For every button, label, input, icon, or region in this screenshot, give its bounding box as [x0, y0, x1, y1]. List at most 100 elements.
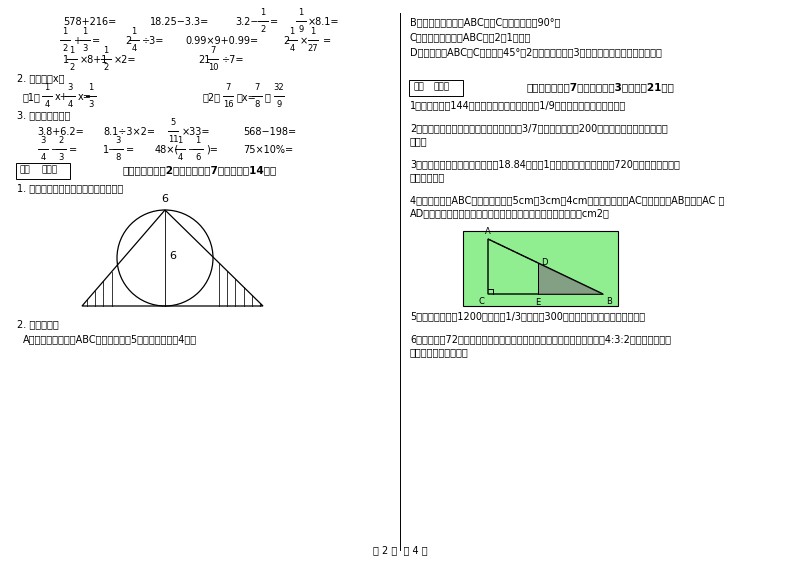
Text: 2: 2 — [260, 25, 266, 34]
Text: 6: 6 — [162, 194, 169, 204]
Text: 1: 1 — [103, 46, 109, 55]
Text: 2. 依次解答。: 2. 依次解答。 — [17, 319, 58, 329]
Text: 2: 2 — [283, 36, 290, 46]
Text: D、在三角形ABC的C点南偏东45°方2厘米处画一个直3厘米的圆（长度为实际长度）。: D、在三角形ABC的C点南偏东45°方2厘米处画一个直3厘米的圆（长度为实际长度… — [410, 47, 662, 57]
Text: 7: 7 — [226, 83, 230, 92]
Text: 7: 7 — [254, 83, 260, 92]
Text: C、将下面的三角形ABC，扠2：1放大。: C、将下面的三角形ABC，扠2：1放大。 — [410, 32, 531, 42]
Text: 3: 3 — [115, 136, 121, 145]
FancyBboxPatch shape — [16, 163, 70, 179]
Text: 3: 3 — [58, 153, 64, 162]
Text: 1: 1 — [260, 8, 266, 17]
Text: 8: 8 — [115, 153, 121, 162]
Text: 3. 直接写出得数。: 3. 直接写出得数。 — [17, 110, 70, 120]
Text: 5、仓库里有大簱1200袋，运走1/3，又运来300袋，运来的是运走的几分之几？: 5、仓库里有大簱1200袋，运走1/3，又运来300袋，运来的是运走的几分之几？ — [410, 311, 645, 321]
Text: 3: 3 — [40, 136, 46, 145]
Text: 得分: 得分 — [20, 166, 30, 175]
Text: 2: 2 — [103, 63, 109, 72]
Text: 3: 3 — [82, 44, 88, 53]
Text: 2、一辆汽车从甲地开往乙地，行了全程的3/7后，离乙地还有200千米。甲、乙两地相距多少: 2、一辆汽车从甲地开往乙地，行了全程的3/7后，离乙地还有200千米。甲、乙两地… — [410, 123, 668, 133]
Text: 1: 1 — [290, 27, 294, 36]
Text: B、将下面的三角形ABC，绕C点逆时针旋转90°。: B、将下面的三角形ABC，绕C点逆时针旋转90°。 — [410, 17, 560, 27]
Text: 3: 3 — [67, 83, 73, 92]
Text: =: = — [323, 36, 331, 46]
Text: ：: ： — [265, 92, 271, 102]
Text: =: = — [270, 17, 278, 27]
Text: 1. 求阴影部分的面积（单位：厘米）。: 1. 求阴影部分的面积（单位：厘米）。 — [17, 183, 123, 193]
Text: ÷3=: ÷3= — [142, 36, 164, 46]
Text: ×33=: ×33= — [182, 127, 210, 137]
Text: 得分: 得分 — [413, 82, 424, 92]
Text: x=: x= — [78, 92, 92, 102]
Text: 6、用一根长72厘米的铁丝围成一个长方体，这个长方体得长宽高的比是4:3:2，这个长方体的: 6、用一根长72厘米的铁丝围成一个长方体，这个长方体得长宽高的比是4:3:2，这… — [410, 334, 671, 344]
FancyBboxPatch shape — [409, 80, 463, 96]
Text: ×8.1=: ×8.1= — [308, 17, 339, 27]
Text: 1: 1 — [62, 27, 68, 36]
Text: =: = — [92, 36, 100, 46]
Text: 六、应用题（兲7小题，每题　3分，共计21分）: 六、应用题（兲7小题，每题 3分，共计21分） — [526, 82, 674, 92]
Text: 568−198=: 568−198= — [243, 127, 296, 137]
Text: 9: 9 — [276, 100, 282, 109]
Text: E: E — [535, 298, 540, 307]
Text: 第 2 页  共 4 页: 第 2 页 共 4 页 — [373, 545, 427, 555]
Text: 18.25−3.3=: 18.25−3.3= — [150, 17, 210, 27]
Text: 千米？: 千米？ — [410, 136, 428, 146]
Text: 2: 2 — [58, 136, 64, 145]
Text: +: + — [73, 36, 81, 46]
Text: 4: 4 — [178, 153, 182, 162]
Text: 0.99×9+0.99=: 0.99×9+0.99= — [185, 36, 258, 46]
Text: 9: 9 — [298, 25, 304, 34]
Text: 578+216=: 578+216= — [63, 17, 116, 27]
Text: 评卷人: 评卷人 — [434, 82, 450, 92]
Text: =: = — [69, 145, 77, 155]
Text: 27: 27 — [308, 44, 318, 53]
Text: 5: 5 — [170, 118, 176, 127]
Text: 1: 1 — [131, 27, 137, 36]
Text: 4: 4 — [290, 44, 294, 53]
Text: 10: 10 — [208, 63, 218, 72]
Bar — [463, 231, 618, 306]
Text: ×8+1: ×8+1 — [80, 55, 108, 65]
Text: （2）: （2） — [203, 92, 221, 102]
Text: −: − — [188, 145, 196, 155]
Text: 五、综合题（兲2小题，每题分7分，共计14分）: 五、综合题（兲2小题，每题分7分，共计14分） — [123, 165, 277, 175]
Text: 1: 1 — [44, 83, 50, 92]
Text: AD重合，如下图，则图中阴影部分（未重叠部分）的面积是多少cm2？: AD重合，如下图，则图中阴影部分（未重叠部分）的面积是多少cm2？ — [410, 208, 610, 218]
Text: 7: 7 — [210, 46, 216, 55]
Text: ×: × — [300, 36, 308, 46]
Text: A: A — [485, 227, 491, 236]
Text: 2: 2 — [125, 36, 131, 46]
Text: 1: 1 — [82, 27, 88, 36]
Text: 1: 1 — [88, 83, 94, 92]
Text: 3: 3 — [88, 100, 94, 109]
Text: D: D — [542, 258, 548, 267]
Text: 3、一个圆锥形小麦堆，底周长为18.84米，高1米，如果每立方米小麦重720千克，这堆小麦约: 3、一个圆锥形小麦堆，底周长为18.84米，高1米，如果每立方米小麦重720千克… — [410, 159, 680, 169]
Text: C: C — [478, 297, 484, 306]
Text: −: − — [51, 145, 59, 155]
Polygon shape — [538, 263, 603, 294]
Text: 6: 6 — [195, 153, 201, 162]
Text: =: = — [126, 145, 134, 155]
Text: 重多少千克？: 重多少千克？ — [410, 172, 446, 182]
Text: 11: 11 — [168, 135, 178, 144]
Text: B: B — [606, 297, 612, 306]
Text: 8: 8 — [254, 100, 260, 109]
Text: 4: 4 — [67, 100, 73, 109]
Text: x+: x+ — [55, 92, 69, 102]
Text: 2. 求未知数x。: 2. 求未知数x。 — [17, 73, 65, 83]
Text: 1: 1 — [63, 55, 69, 65]
Text: 75×10%=: 75×10%= — [243, 145, 293, 155]
Text: 48×(: 48×( — [155, 145, 179, 155]
Text: )=: )= — [206, 145, 218, 155]
Text: ×2=: ×2= — [114, 55, 137, 65]
Text: 2: 2 — [70, 63, 74, 72]
Text: 3.8+6.2=: 3.8+6.2= — [37, 127, 84, 137]
Text: 16: 16 — [222, 100, 234, 109]
Text: 体积是多少立方厘米？: 体积是多少立方厘米？ — [410, 347, 469, 357]
Text: 1: 1 — [178, 136, 182, 145]
Text: （1）: （1） — [23, 92, 41, 102]
Text: ÷7=: ÷7= — [222, 55, 245, 65]
Text: 评卷人: 评卷人 — [41, 166, 57, 175]
Text: 6: 6 — [169, 251, 176, 261]
Text: 32: 32 — [274, 83, 284, 92]
